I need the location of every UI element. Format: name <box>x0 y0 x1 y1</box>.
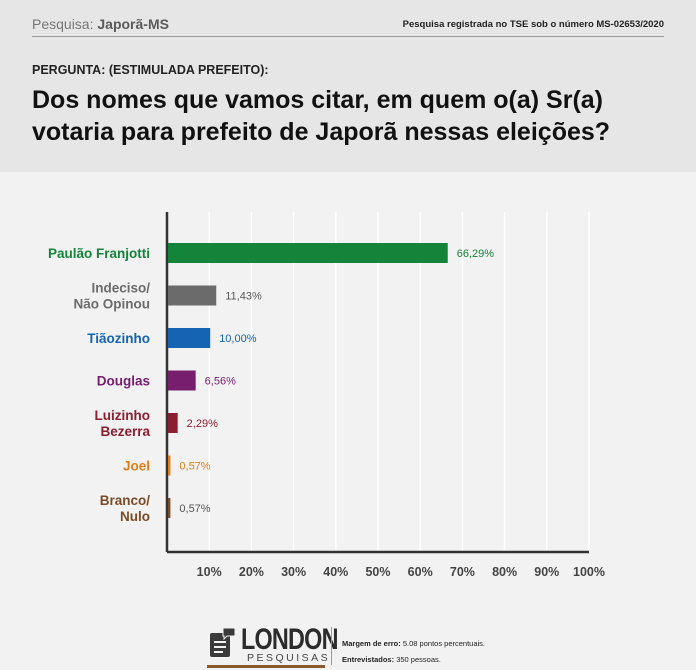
bar <box>168 455 171 476</box>
x-tick-label: 90% <box>534 565 559 579</box>
poll-title: Pesquisa: Japorã-MS <box>32 16 169 32</box>
footer-divider <box>331 627 332 665</box>
bar <box>168 285 217 306</box>
bar <box>168 370 196 391</box>
header-panel: Pesquisa: Japorã-MS Pesquisa registrada … <box>0 0 696 172</box>
category-label: Tiãozinho <box>87 331 150 346</box>
document-chat-icon <box>210 627 236 657</box>
logo-wordmark: LONDON <box>241 623 339 656</box>
value-label: 66,29% <box>457 248 495 260</box>
x-tick-label: 40% <box>323 565 348 579</box>
category-label: Paulão Franjotti <box>48 246 150 261</box>
value-label: 11,43% <box>225 291 262 303</box>
category-label: Douglas <box>97 374 150 389</box>
footer-info: Margem de erro: 5.08 pontos percentuais.… <box>342 636 485 668</box>
category-label: Indeciso/ <box>91 281 150 296</box>
bar <box>168 328 211 348</box>
top-info-line: Pesquisa: Japorã-MS Pesquisa registrada … <box>32 15 664 37</box>
bar <box>168 498 171 518</box>
margin-of-error: Margem de erro: 5.08 pontos percentuais. <box>342 639 486 648</box>
x-tick-label: 100% <box>573 565 605 579</box>
category-label: Branco/ <box>100 493 151 508</box>
value-label: 2,29% <box>187 418 218 430</box>
logo-subtitle: PESQUISAS <box>247 652 331 664</box>
category-label: Bezerra <box>100 424 150 439</box>
x-tick-label: 10% <box>197 565 222 579</box>
poll-prefix: Pesquisa: <box>32 16 94 32</box>
poll-name: Japorã-MS <box>97 16 169 32</box>
x-tick-label: 60% <box>408 565 433 579</box>
category-label: Nulo <box>120 509 150 524</box>
registration-text: Pesquisa registrada no TSE sob o número … <box>402 19 664 30</box>
category-label: Não Opinou <box>74 297 151 312</box>
question-label: PERGUNTA: (ESTIMULADA PREFEITO): <box>32 63 269 77</box>
x-tick-label: 20% <box>239 565 264 579</box>
x-tick-label: 80% <box>492 565 517 579</box>
value-label: 6,56% <box>205 376 236 388</box>
x-tick-label: 50% <box>365 565 390 579</box>
interviewed-count: Entrevistados: 350 pessoas. <box>342 655 441 664</box>
question-title: Dos nomes que vamos citar, em quem o(a) … <box>32 86 611 146</box>
category-label: Joel <box>123 459 150 474</box>
bar <box>168 243 448 263</box>
category-label: Luizinho <box>95 408 150 423</box>
value-label: 0,57% <box>179 503 210 515</box>
x-tick-label: 30% <box>281 565 306 579</box>
x-tick-label: 70% <box>450 565 475 579</box>
london-logo: LONDON PESQUISAS <box>207 623 339 670</box>
value-label: 10,00% <box>219 333 257 345</box>
bar-chart: 10% 20% 30% 40% 50% 60% 70% 80% 90% 100% 66,29% Pau… <box>48 212 605 579</box>
bar <box>168 413 178 433</box>
value-label: 0,57% <box>179 461 210 473</box>
logo-underline <box>207 665 325 668</box>
